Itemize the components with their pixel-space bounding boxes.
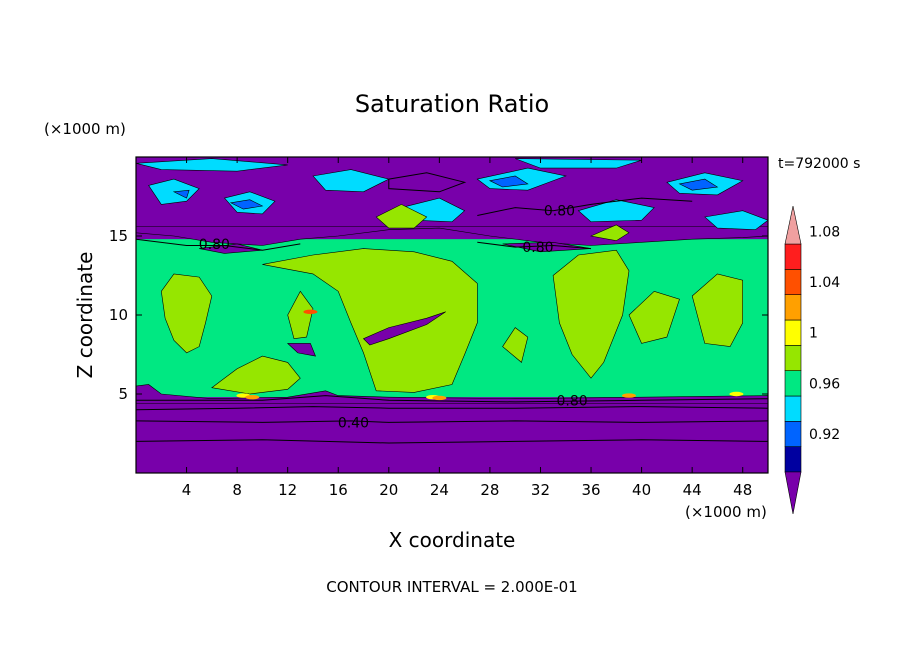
y-unit-label: (×1000 m) [44,120,126,138]
colorbar-segment [784,294,802,321]
colorbar-tick-label: 1 [809,326,818,342]
x-axis: 4 8 12 16 20 24 28 32 36 40 44 48 [182,157,752,499]
plot-area: 0.80 0.80 0.80 0.80 0.40 [135,156,769,474]
lime-region-1 [211,355,301,395]
footer-note: CONTOUR INTERVAL = 2.000E-01 [326,578,577,596]
y-tick-label: 15 [109,227,128,245]
cyan-patch-8 [136,158,288,172]
blue-patch-2 [678,178,719,191]
x-tick-label: 48 [733,481,752,499]
cyan-patch-7 [704,210,768,231]
colorbar-segment [784,269,802,295]
blue-patch-0 [229,199,264,210]
chart-title: Saturation Ratio [355,90,549,118]
colorbar-tick-label: 0.92 [809,427,840,443]
cyan-patch-9 [515,158,642,169]
x-tick-label: 8 [232,481,242,499]
contour-label: 0.80 [522,240,553,256]
x-tick-label: 40 [632,481,651,499]
colorbar-segment [784,370,802,397]
warm-spot-6 [303,309,318,315]
x-tick-label: 44 [683,481,702,499]
x-tick-label: 36 [581,481,600,499]
blue-patch-3 [172,189,190,199]
x-tick-label: 16 [329,481,348,499]
lower-boundary [136,384,768,404]
y-tick-label: 10 [109,306,128,324]
colorbar-segment [784,395,802,422]
y-axis-label: Z coordinate [73,252,97,379]
colorbar-segment [784,345,802,371]
x-tick-label: 20 [379,481,398,499]
contour-0.80-upper-mid [477,241,592,250]
colorbar-tick-label: 1.08 [809,224,840,240]
dry-lens-center [362,311,446,346]
lime-region-9 [502,327,529,363]
contour-0.80-lower [136,395,768,403]
blue-patch-1 [488,175,529,188]
warm-spot-3 [432,395,447,401]
x-tick-label: 12 [278,481,297,499]
colorbar-segment [784,421,802,447]
x-tick-label: 32 [531,481,550,499]
contour-label: 0.40 [338,415,369,431]
contour-0.80-top [477,197,693,216]
x-tick-label: 24 [430,481,449,499]
contour-0.20 [136,439,768,444]
lime-region-0 [160,273,213,354]
y-axis: 5 10 15 [109,227,768,403]
lime-region-6 [691,273,743,347]
saturation-field [136,157,768,473]
lime-region-8 [589,224,630,242]
colorbar-over-triangle [784,205,802,245]
cyan-patch-2 [312,169,390,193]
y-tick-label: 5 [118,385,128,403]
colorbar-segment [784,243,802,270]
x-unit-label: (×1000 m) [685,503,767,521]
colorbar-tick-label: 0.96 [809,376,840,392]
x-tick-label: 28 [480,481,499,499]
contour-label: 0.80 [199,237,230,253]
colorbar: 0.92 0.96 1 1.04 1.08 [784,205,840,515]
lime-region-5 [628,290,680,344]
time-label: t=792000 s [778,156,860,172]
lime-region-3 [287,290,314,340]
contour-label: 0.80 [556,393,587,409]
x-tick-label: 4 [182,481,192,499]
contour-0.80-closed [388,172,467,193]
contour-0.40 [136,420,768,423]
colorbar-under-triangle [784,471,802,515]
contour-lines [136,172,768,444]
lime-region-2 [262,248,478,393]
contour-0.60 [136,406,768,411]
colorbar-tick-label: 1.04 [809,275,840,291]
colorbar-segment [784,319,802,346]
contour-labels: 0.80 0.80 0.80 0.80 0.40 [199,204,588,432]
warm-spot-4 [621,393,636,398]
contour-label: 0.80 [544,204,575,220]
warm-spot-5 [729,391,744,397]
colorbar-segment [784,446,802,473]
lime-region-7 [375,204,428,229]
lower-dry-layer [136,397,768,473]
lime-region-4 [552,249,630,379]
warm-spot-1 [245,394,260,400]
x-axis-label: X coordinate [389,528,516,552]
contour-0.80-upper-left [136,238,301,251]
dry-lens-left [286,343,316,357]
